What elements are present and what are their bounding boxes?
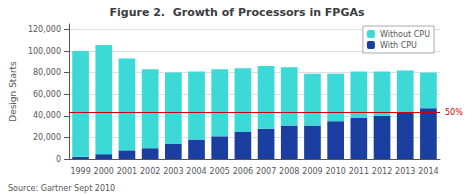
svg-text:120,000: 120,000 <box>28 25 61 34</box>
svg-text:50%: 50% <box>445 108 463 117</box>
svg-text:60,000: 60,000 <box>33 90 61 99</box>
svg-text:40,000: 40,000 <box>33 111 61 120</box>
svg-text:2007: 2007 <box>256 167 276 176</box>
svg-text:Source: Gartner Sept 2010: Source: Gartner Sept 2010 <box>8 184 115 193</box>
svg-text:2001: 2001 <box>117 167 137 176</box>
svg-text:0: 0 <box>56 155 61 164</box>
svg-text:2012: 2012 <box>372 167 392 176</box>
svg-text:With CPU: With CPU <box>380 41 417 50</box>
svg-text:2008: 2008 <box>279 167 299 176</box>
svg-text:2004: 2004 <box>186 167 206 176</box>
svg-text:1999: 1999 <box>70 167 90 176</box>
svg-text:2003: 2003 <box>163 167 183 176</box>
svg-text:Design Starts: Design Starts <box>8 61 18 122</box>
svg-text:2013: 2013 <box>395 167 415 176</box>
svg-text:100,000: 100,000 <box>28 47 61 56</box>
svg-text:2002: 2002 <box>140 167 160 176</box>
svg-text:2014: 2014 <box>418 167 438 176</box>
svg-text:2000: 2000 <box>94 167 114 176</box>
svg-text:2010: 2010 <box>325 167 345 176</box>
svg-text:2011: 2011 <box>349 167 369 176</box>
svg-text:2009: 2009 <box>302 167 322 176</box>
svg-text:Figure 2. Growth of Processor: Figure 2. Growth of Processors in FPGAs <box>109 6 364 19</box>
svg-text:80,000: 80,000 <box>33 68 61 77</box>
svg-text:2005: 2005 <box>210 167 230 176</box>
svg-text:Without CPU: Without CPU <box>380 30 430 39</box>
svg-text:20,000: 20,000 <box>33 133 61 142</box>
svg-text:2006: 2006 <box>233 167 253 176</box>
